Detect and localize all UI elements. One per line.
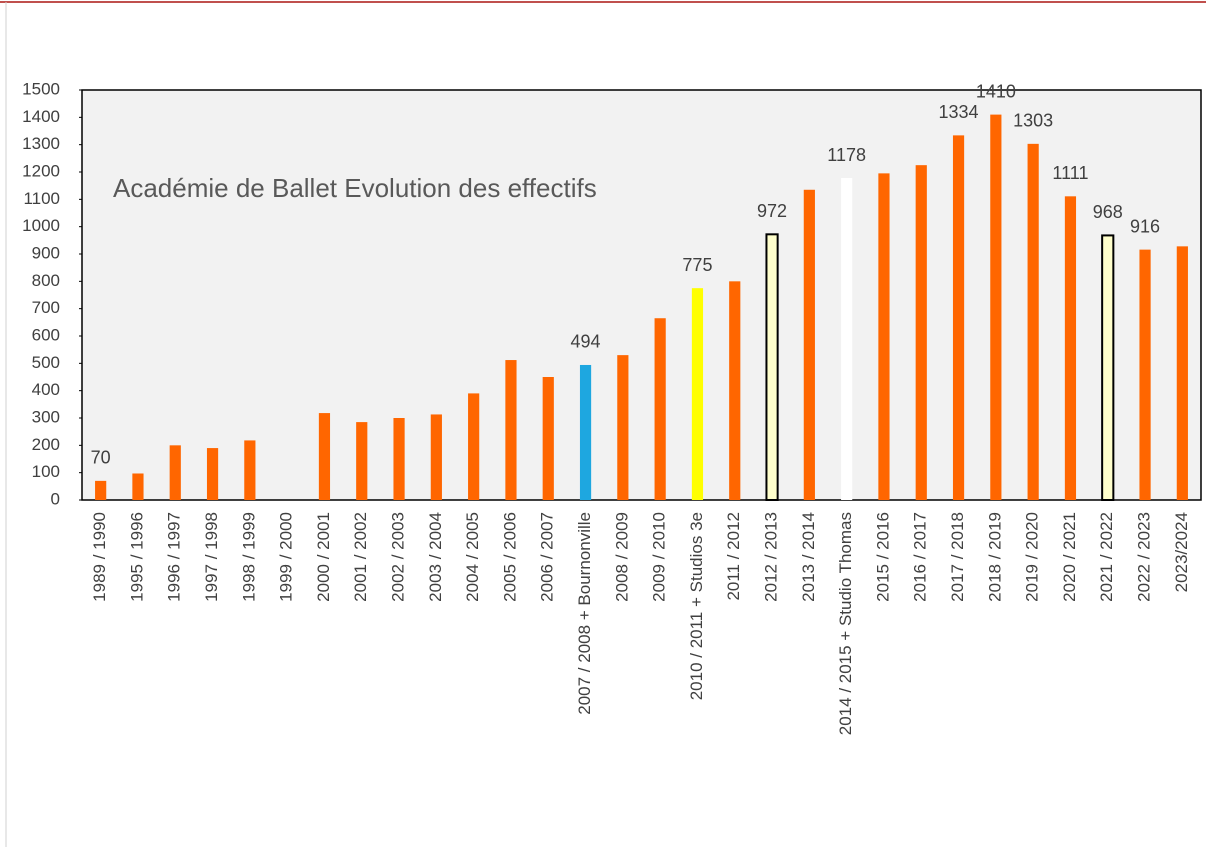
bar <box>765 233 779 501</box>
x-tick-label: 2012 / 2013 <box>762 512 781 602</box>
bar <box>803 189 815 500</box>
chart-title: Académie de Ballet Evolution des effecti… <box>113 173 597 203</box>
x-tick-label: 2017 / 2018 <box>948 512 967 602</box>
x-tick-label: 2015 / 2016 <box>873 512 892 602</box>
bar <box>430 414 442 500</box>
x-tick-label: 2014 / 2015 + Studio Thomas <box>836 512 855 735</box>
data-label: 972 <box>757 201 787 221</box>
bar <box>878 173 890 500</box>
x-tick-label: 2005 / 2006 <box>500 512 519 602</box>
bar <box>1139 249 1151 500</box>
bar <box>132 473 144 500</box>
data-label: 494 <box>571 332 601 352</box>
y-tick-label: 1200 <box>22 161 60 180</box>
x-tick-label: 2018 / 2019 <box>985 512 1004 602</box>
bar <box>542 377 554 500</box>
x-tick-label: 2010 / 2011 + Studios 3e <box>687 512 706 700</box>
bar <box>617 355 629 500</box>
bar <box>915 165 927 500</box>
x-tick-label: 2008 / 2009 <box>612 512 631 602</box>
bar <box>579 364 592 500</box>
x-tick-label: 1997 / 1998 <box>202 512 221 602</box>
bar <box>95 480 107 500</box>
x-tick-label: 2013 / 2014 <box>799 512 818 602</box>
y-tick-label: 200 <box>32 435 60 454</box>
y-tick-label: 1100 <box>23 189 60 208</box>
bar <box>244 440 256 500</box>
x-tick-label: 2021 / 2022 <box>1097 512 1116 602</box>
x-tick-label: 2020 / 2021 <box>1060 512 1079 602</box>
bar <box>468 393 480 500</box>
x-tick-label: 2006 / 2007 <box>538 512 557 602</box>
y-tick-label: 900 <box>32 243 60 262</box>
bar <box>1101 234 1115 501</box>
bar <box>318 413 331 500</box>
bar <box>952 135 965 500</box>
y-tick-label: 600 <box>32 325 60 344</box>
data-label: 1410 <box>976 81 1016 101</box>
plot-area <box>81 89 1202 501</box>
bar <box>169 445 181 500</box>
x-tick-label: 2002 / 2003 <box>389 512 408 602</box>
y-tick-label: 300 <box>32 407 60 426</box>
data-label: 1178 <box>827 145 866 165</box>
y-tick-label: 100 <box>32 462 60 481</box>
y-tick-label: 700 <box>32 298 60 317</box>
y-tick-label: 0 <box>51 489 60 508</box>
x-tick-label: 1998 / 1999 <box>239 512 258 602</box>
bar <box>841 178 853 500</box>
y-tick-label: 400 <box>32 380 60 399</box>
x-tick-label: 2011 / 2012 <box>724 512 743 601</box>
bar <box>505 360 517 500</box>
bar <box>1064 196 1077 500</box>
data-label: 916 <box>1130 216 1160 236</box>
bar <box>1027 143 1039 500</box>
x-tick-label: 2007 / 2008 + Bournonville <box>575 512 594 715</box>
y-tick-label: 800 <box>32 271 60 290</box>
data-label: 1334 <box>939 102 979 122</box>
y-tick-label: 500 <box>32 353 60 372</box>
bar <box>729 281 741 500</box>
x-tick-label: 2004 / 2005 <box>463 512 482 602</box>
data-label: 968 <box>1093 202 1123 222</box>
x-tick-label: 2003 / 2004 <box>426 512 445 602</box>
y-tick-label: 1300 <box>22 134 60 153</box>
x-tick-label: 2009 / 2010 <box>650 512 669 602</box>
y-tick-label: 1400 <box>22 107 60 126</box>
bar <box>990 114 1002 500</box>
y-tick-label: 1500 <box>22 79 60 98</box>
x-tick-label: 1996 / 1997 <box>165 512 184 602</box>
x-tick-label: 1999 / 2000 <box>277 512 296 602</box>
data-label: 70 <box>91 448 111 468</box>
x-tick-label: 2023/2024 <box>1172 512 1191 592</box>
x-tick-label: 1995 / 1996 <box>127 512 146 602</box>
x-tick-label: 2000 / 2001 <box>314 512 333 602</box>
x-tick-label: 2016 / 2017 <box>911 512 930 602</box>
bar <box>206 448 219 500</box>
x-tick-label: 1989 / 1990 <box>90 512 109 602</box>
bar <box>393 418 405 500</box>
x-tick-label: 2022 / 2023 <box>1135 512 1154 602</box>
x-tick-label: 2001 / 2002 <box>351 512 370 602</box>
data-label: 775 <box>682 255 712 275</box>
y-tick-label: 1000 <box>22 216 60 235</box>
data-label: 1111 <box>1052 163 1088 183</box>
bar <box>356 422 368 500</box>
bar <box>691 288 704 500</box>
bar <box>654 318 666 500</box>
data-label: 1303 <box>1013 111 1053 131</box>
bar <box>1176 246 1188 500</box>
x-tick-label: 2019 / 2020 <box>1023 512 1042 602</box>
